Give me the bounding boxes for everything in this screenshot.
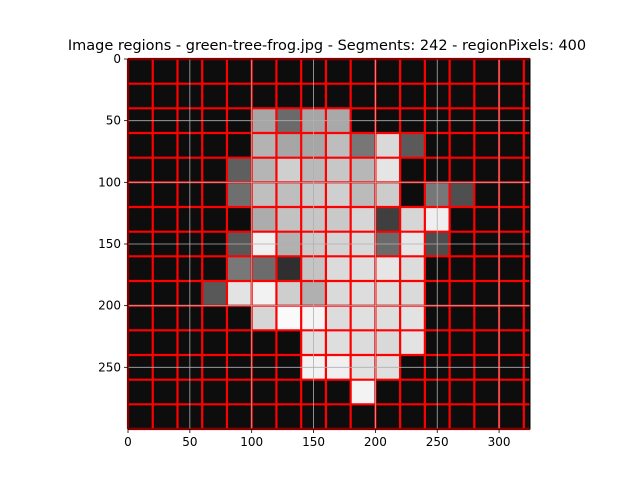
region-cell bbox=[202, 281, 227, 306]
region-cell bbox=[375, 207, 401, 232]
region-cell bbox=[276, 182, 302, 207]
y-tick-label: 250 bbox=[98, 360, 121, 374]
x-tick-label: 50 bbox=[182, 435, 197, 449]
y-tick-label: 0 bbox=[113, 52, 121, 66]
region-cell bbox=[400, 133, 425, 158]
region-cell bbox=[375, 281, 401, 306]
y-tick-label: 50 bbox=[106, 114, 121, 128]
region-cell bbox=[251, 182, 277, 207]
region-cell bbox=[400, 330, 425, 355]
region-cell bbox=[251, 207, 277, 232]
region-cell bbox=[375, 157, 401, 183]
region-cell bbox=[350, 182, 376, 207]
region-cell bbox=[375, 182, 401, 207]
x-tick-label: 0 bbox=[124, 435, 132, 449]
region-cell bbox=[251, 281, 277, 306]
y-tick-label: 150 bbox=[98, 237, 121, 251]
region-cell bbox=[400, 281, 425, 306]
region-cell bbox=[226, 256, 252, 281]
x-tick-label: 200 bbox=[364, 435, 387, 449]
x-tick-label: 300 bbox=[488, 435, 511, 449]
region-cell bbox=[350, 330, 376, 355]
x-axis: 0 50 100 150 200 250 300 bbox=[124, 429, 511, 449]
region-cell bbox=[350, 157, 376, 183]
region-cell bbox=[276, 207, 302, 232]
y-tick-label: 100 bbox=[98, 175, 121, 189]
region-cell bbox=[350, 133, 376, 158]
y-tick-label: 200 bbox=[98, 299, 121, 313]
region-cell bbox=[276, 305, 302, 331]
chart-title: Image regions - green-tree-frog.jpg - Se… bbox=[68, 38, 586, 54]
x-tick-label: 250 bbox=[426, 435, 449, 449]
region-cell bbox=[350, 379, 376, 405]
region-cell bbox=[251, 256, 277, 281]
region-cell bbox=[251, 305, 277, 331]
region-cell bbox=[325, 133, 351, 158]
plot-area bbox=[126, 57, 531, 431]
x-tick-label: 100 bbox=[240, 435, 263, 449]
region-cell bbox=[325, 330, 351, 355]
region-cell bbox=[251, 133, 277, 158]
region-cell bbox=[400, 256, 425, 281]
region-cell bbox=[276, 281, 302, 306]
region-cell bbox=[375, 305, 401, 331]
region-cell bbox=[325, 256, 351, 281]
region-cell bbox=[226, 182, 252, 207]
region-cell bbox=[400, 305, 425, 331]
region-cell bbox=[350, 305, 376, 331]
region-cell bbox=[325, 281, 351, 306]
region-cell bbox=[449, 182, 475, 207]
region-cell bbox=[325, 207, 351, 232]
region-cell bbox=[325, 182, 351, 207]
region-cell bbox=[350, 207, 376, 232]
region-cell bbox=[375, 330, 401, 355]
region-cell bbox=[350, 256, 376, 281]
region-cell bbox=[325, 157, 351, 183]
y-axis: 0 50 100 150 200 250 bbox=[98, 52, 128, 374]
x-tick-label: 150 bbox=[302, 435, 325, 449]
region-cell bbox=[325, 305, 351, 331]
region-cell bbox=[251, 157, 277, 183]
region-cell bbox=[400, 207, 425, 232]
region-cell bbox=[375, 256, 401, 281]
region-cell bbox=[226, 157, 252, 183]
region-cell bbox=[276, 157, 302, 183]
region-cell bbox=[226, 281, 252, 306]
region-cell bbox=[375, 133, 401, 158]
region-cell bbox=[276, 133, 302, 158]
region-cell bbox=[276, 256, 302, 281]
region-cell bbox=[350, 281, 376, 306]
